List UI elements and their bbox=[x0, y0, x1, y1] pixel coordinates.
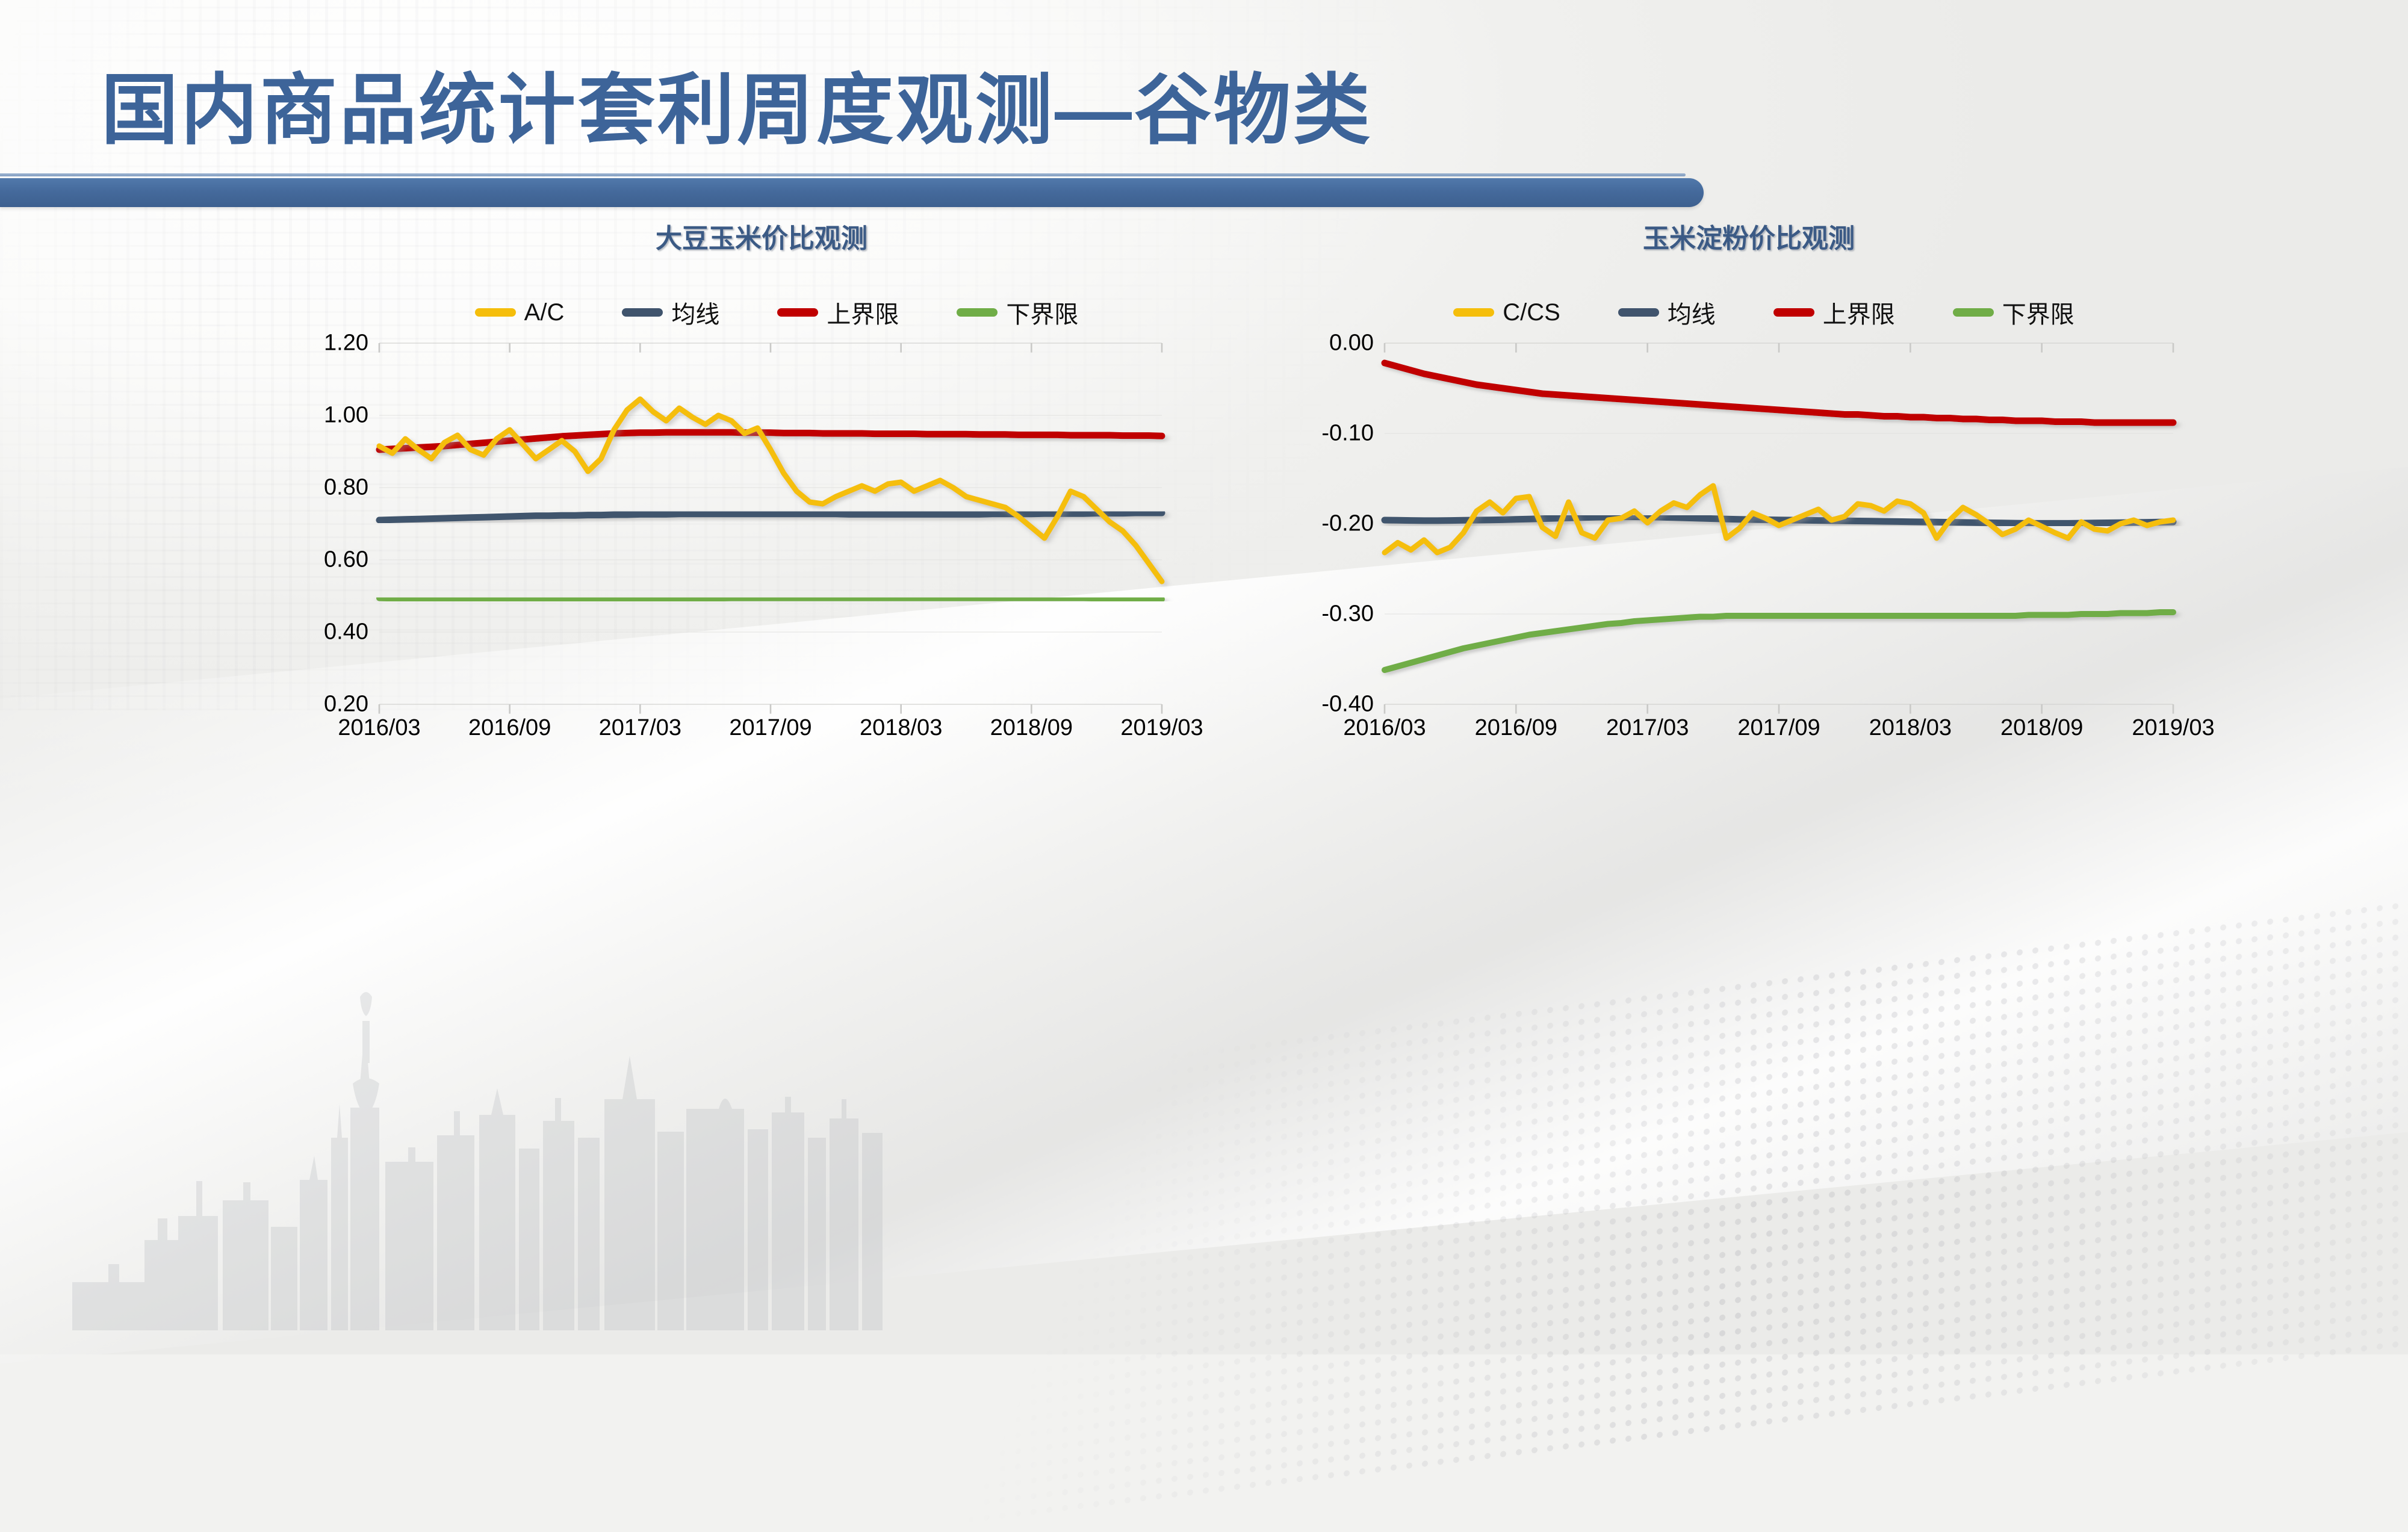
y-axis-tick-label: -0.30 bbox=[1321, 601, 1374, 627]
y-axis-tick-label: 0.20 bbox=[324, 691, 368, 717]
plot-area-corn-starch: 0.00 -0.10 -0.20 -0.30 -0.40 2016/03 2016/09 20… bbox=[1321, 330, 2214, 741]
legend-label-upper: 上界限 bbox=[827, 302, 899, 328]
chart-panel-corn-starch: 玉米淀粉价比观测 C/CS 均线 上界限 下界限 0.00 -0.10 -0.20 -… bbox=[1276, 217, 2251, 771]
y-axis-tick-label: 1.00 bbox=[324, 402, 368, 428]
x-axis-tick-label: 2016/03 bbox=[338, 715, 421, 740]
title-bar bbox=[0, 178, 1704, 207]
y-axis-tick-label: -0.40 bbox=[1321, 691, 1374, 717]
legend-item-mean[interactable]: 均线 bbox=[1618, 295, 1716, 330]
x-axis-tick-label: 2018/03 bbox=[859, 715, 943, 740]
legend-swatch-ratio-icon bbox=[1453, 308, 1495, 317]
legend-swatch-upper-icon bbox=[1773, 308, 1814, 317]
x-axis-tick-label: 2017/09 bbox=[1737, 715, 1820, 740]
title-block: 国内商品统计套利周度观测—谷物类 bbox=[0, 12, 1734, 207]
legend-item-lower[interactable]: 下界限 bbox=[957, 295, 1078, 330]
plot-area-soybean-corn: 1.20 1.00 0.80 0.60 0.40 0.20 2016/03 2016/09 20… bbox=[324, 330, 1203, 741]
legend-item-upper[interactable]: 上界限 bbox=[1773, 295, 1895, 330]
x-axis-tick-label: 2018/09 bbox=[2000, 715, 2084, 740]
x-axis-tick-label: 2016/03 bbox=[1343, 715, 1426, 740]
x-axis-tick-label: 2016/09 bbox=[1474, 715, 1558, 740]
legend-label-lower: 下界限 bbox=[2002, 302, 2074, 328]
legend-swatch-lower-icon bbox=[1952, 308, 1994, 317]
y-axis-tick-label: -0.10 bbox=[1321, 420, 1374, 446]
x-axis-tick-label: 2017/03 bbox=[1606, 715, 1689, 740]
chart-legend: C/CS 均线 上界限 下界限 bbox=[1276, 295, 2251, 330]
x-axis-tick-label: 2019/03 bbox=[1120, 715, 1203, 740]
title-bar-hairline bbox=[0, 173, 1686, 176]
y-axis-tick-label: 1.20 bbox=[324, 330, 368, 356]
legend-label-mean: 均线 bbox=[1667, 302, 1716, 328]
x-axis-tick-label: 2016/09 bbox=[468, 715, 551, 740]
x-axis-tick-label: 2018/09 bbox=[990, 715, 1073, 740]
legend-item-upper[interactable]: 上界限 bbox=[777, 295, 899, 330]
chart-title: 玉米淀粉价比观测 bbox=[1643, 224, 1855, 253]
legend-swatch-upper-icon bbox=[777, 308, 819, 317]
page-title: 国内商品统计套利周度观测—谷物类 bbox=[101, 67, 1373, 154]
y-axis-tick-label: 0.80 bbox=[324, 474, 368, 500]
y-axis-tick-label: -0.20 bbox=[1321, 510, 1374, 536]
legend-swatch-mean-icon bbox=[622, 308, 663, 317]
legend-label-ratio: A/C bbox=[524, 299, 565, 326]
x-axis-tick-label: 2019/03 bbox=[2132, 715, 2215, 740]
legend-item-ratio[interactable]: C/CS bbox=[1453, 299, 1560, 326]
legend-label-ratio: C/CS bbox=[1503, 299, 1560, 326]
y-axis-tick-label: 0.40 bbox=[324, 619, 368, 645]
legend-label-upper: 上界限 bbox=[1822, 302, 1895, 328]
skyline-watermark bbox=[72, 992, 883, 1330]
legend-item-lower[interactable]: 下界限 bbox=[1952, 295, 2074, 330]
x-axis-tick-label: 2017/09 bbox=[729, 715, 812, 740]
legend-item-mean[interactable]: 均线 bbox=[622, 295, 719, 330]
legend-item-ratio[interactable]: A/C bbox=[474, 299, 565, 326]
legend-label-lower: 下界限 bbox=[1006, 302, 1079, 328]
chart-title: 大豆玉米价比观测 bbox=[656, 224, 867, 253]
legend-swatch-mean-icon bbox=[1618, 308, 1659, 317]
legend-label-mean: 均线 bbox=[671, 302, 720, 328]
x-axis-tick-label: 2018/03 bbox=[1869, 715, 1952, 740]
chart-panel-soybean-corn: 大豆玉米价比观测 A/C 均线 上界限 下界限 1.20 1.00 0.80 0.60… bbox=[283, 217, 1270, 771]
y-axis-tick-label: 0.00 bbox=[1329, 330, 1374, 356]
x-axis-tick-label: 2017/03 bbox=[598, 715, 682, 740]
legend-swatch-ratio-icon bbox=[474, 308, 516, 317]
y-axis-tick-label: 0.60 bbox=[324, 547, 368, 572]
legend-swatch-lower-icon bbox=[957, 308, 998, 317]
chart-legend: A/C 均线 上界限 下界限 bbox=[283, 295, 1270, 330]
